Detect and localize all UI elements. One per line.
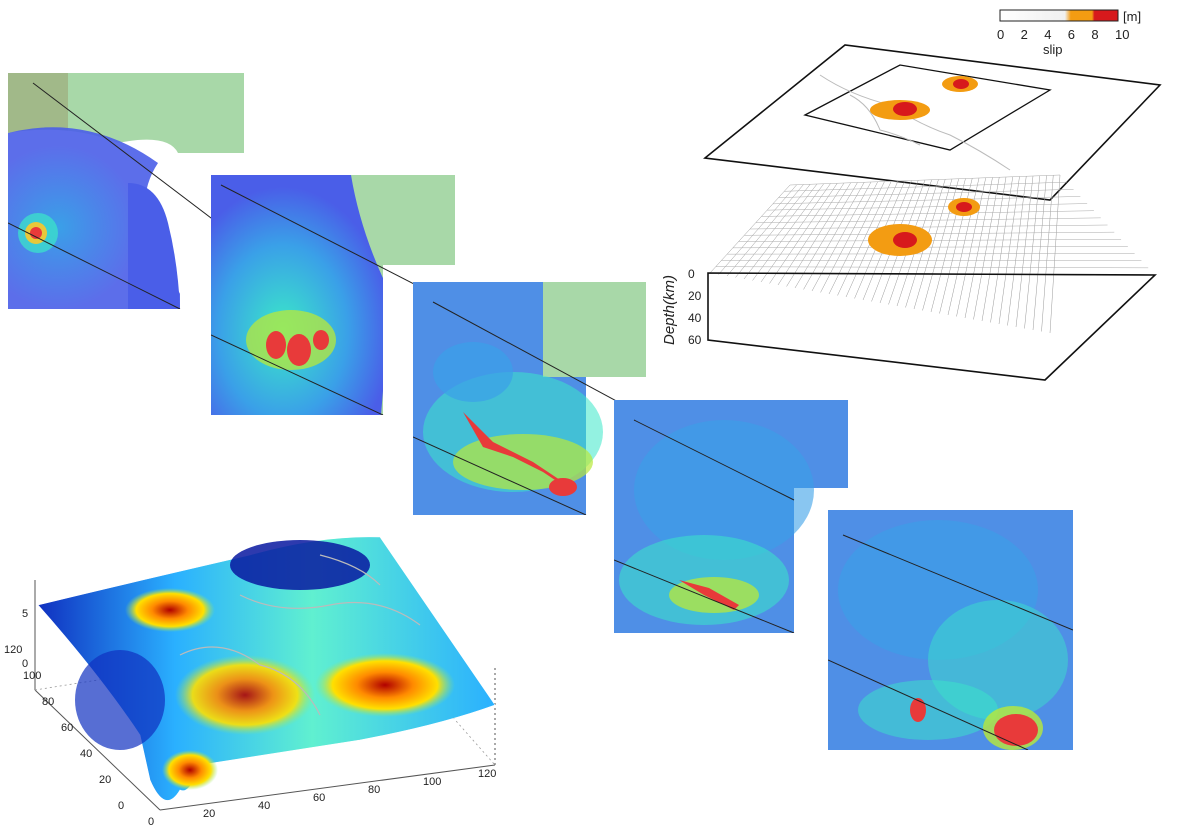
y-tick-label: 80: [42, 696, 54, 708]
snapshot-panel-1: [8, 73, 244, 309]
x-tick-label: 60: [313, 792, 325, 804]
fault-slip-model: Depth(km) 0 20 40 60: [650, 35, 1170, 405]
mesh-line: [761, 211, 1094, 217]
x-tick-label: 80: [368, 784, 380, 796]
mesh-line: [812, 182, 871, 291]
depth-axis-label: Depth(km): [661, 275, 678, 345]
mesh-line: [753, 184, 824, 281]
mesh-line: [727, 254, 1134, 255]
map-plane: [705, 45, 1160, 200]
y-tick-label: 0: [118, 800, 124, 812]
legend-colorbar: [1000, 10, 1118, 21]
surface-peak-2: [315, 653, 455, 717]
mesh-line: [750, 225, 1108, 229]
x-tick-label: 20: [203, 808, 215, 820]
depth-tick-label: 40: [688, 311, 702, 325]
mesh-line: [767, 204, 1087, 211]
mesh-line: [1025, 176, 1040, 329]
mesh-line: [778, 183, 844, 285]
depth-tick-label: 20: [688, 289, 702, 303]
mesh-line: [1008, 176, 1027, 325]
fault-mesh: [710, 175, 1155, 333]
surface-peak-1: [125, 588, 215, 632]
snapshot-panel-3: [413, 282, 646, 515]
mesh-line: [1016, 176, 1033, 327]
y-tick-label: 20: [99, 774, 111, 786]
x-tick-label: 120: [478, 768, 496, 780]
depth-tick-label: 60: [688, 333, 702, 347]
x-tick-label: 0: [148, 816, 154, 828]
y-tick-label: 40: [80, 748, 92, 760]
y-tick-label: 60: [61, 722, 73, 734]
mesh-line: [744, 184, 817, 279]
mesh-line: [733, 246, 1128, 247]
mesh-line: [795, 183, 858, 289]
z-tick-label: 5: [22, 608, 28, 620]
depth-tick-label: 0: [688, 267, 695, 281]
mesh-line: [727, 185, 804, 277]
x-tick-label: 100: [423, 776, 441, 788]
surface-peak-4: [162, 750, 218, 790]
x-tick-label: 40: [258, 800, 270, 812]
mesh-line: [736, 184, 811, 277]
legend-unit: [m]: [1123, 9, 1141, 24]
snapshot-panel-5: [828, 510, 1073, 750]
depth-box: [708, 273, 1155, 380]
z-tick-label: 0: [22, 658, 28, 670]
mesh-line: [756, 218, 1101, 223]
y-tick-label: 120: [4, 644, 22, 656]
surface-peak-3: [175, 655, 315, 735]
snapshot-panel-4: [614, 400, 848, 633]
y-tick-label: 100: [23, 670, 41, 682]
